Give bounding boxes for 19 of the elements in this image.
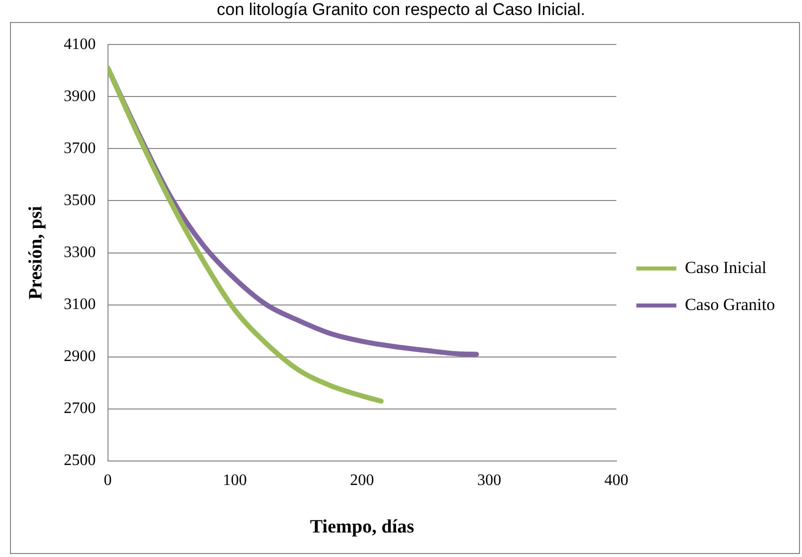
y-axis-title: Presión, psi (25, 206, 46, 300)
x-tick-label: 0 (104, 472, 112, 489)
y-tick-label: 2900 (64, 348, 96, 366)
x-tick-label: 100 (222, 472, 247, 489)
x-tick-label: 400 (604, 472, 628, 489)
y-tick-label: 3900 (64, 88, 96, 105)
y-tick-label: 3500 (64, 192, 96, 209)
y-tick-label: 3700 (64, 140, 96, 157)
x-axis-title: Tiempo, días (310, 516, 414, 538)
y-tick-label: 3100 (64, 296, 96, 314)
x-tick-label: 200 (350, 472, 374, 489)
y-tick-label: 2700 (64, 400, 96, 418)
y-tick-label: 3300 (64, 244, 96, 262)
chart-title: con litología Granito con respecto al Caso Inicial. (216, 0, 586, 21)
y-tick-label: 2500 (64, 452, 96, 470)
legend-label: Caso Granito (684, 294, 776, 314)
x-tick-label: 300 (477, 472, 502, 489)
y-tick-label: 4100 (64, 36, 96, 53)
legend-label: Caso Inicial (684, 258, 767, 277)
